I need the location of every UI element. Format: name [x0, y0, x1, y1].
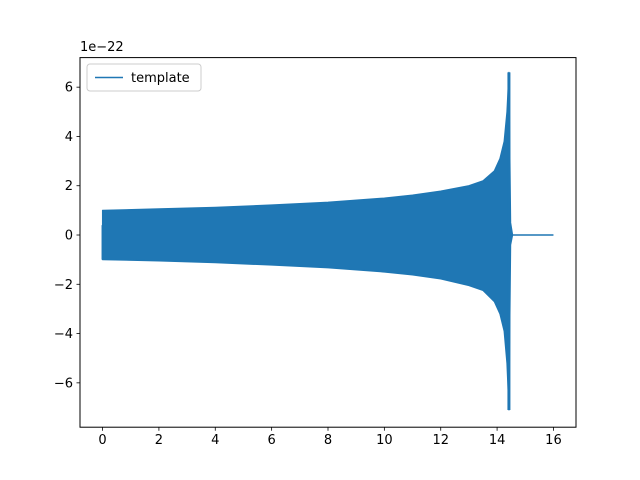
- x-tick-label: 10: [376, 433, 393, 448]
- x-tick-label: 12: [432, 433, 449, 448]
- legend-box: [86, 63, 202, 92]
- y-tick-label: 4: [65, 130, 73, 145]
- x-tick-label: 16: [545, 433, 562, 448]
- legend: template: [86, 63, 202, 92]
- y-tick-label: 0: [65, 229, 73, 244]
- y-tick-label: 2: [65, 179, 73, 194]
- y-tick-label: −4: [54, 327, 73, 342]
- series-layer: [101, 71, 554, 411]
- y-tick-label: −6: [54, 376, 73, 391]
- y-offset-label: 1e−22: [80, 40, 124, 55]
- x-tick-label: 4: [211, 433, 219, 448]
- x-axis: 0 2 4 6 8 10 12 14 16: [98, 427, 562, 448]
- y-tick-label: −2: [54, 278, 73, 293]
- x-tick-label: 8: [324, 433, 332, 448]
- x-tick-label: 14: [489, 433, 506, 448]
- y-axis: −6 −4 −2 0 2 4 6: [54, 81, 80, 391]
- x-tick-label: 6: [267, 433, 275, 448]
- y-tick-label: 6: [65, 81, 73, 96]
- legend-label-template: template: [131, 71, 190, 86]
- x-tick-label: 0: [98, 433, 106, 448]
- x-tick-label: 2: [155, 433, 163, 448]
